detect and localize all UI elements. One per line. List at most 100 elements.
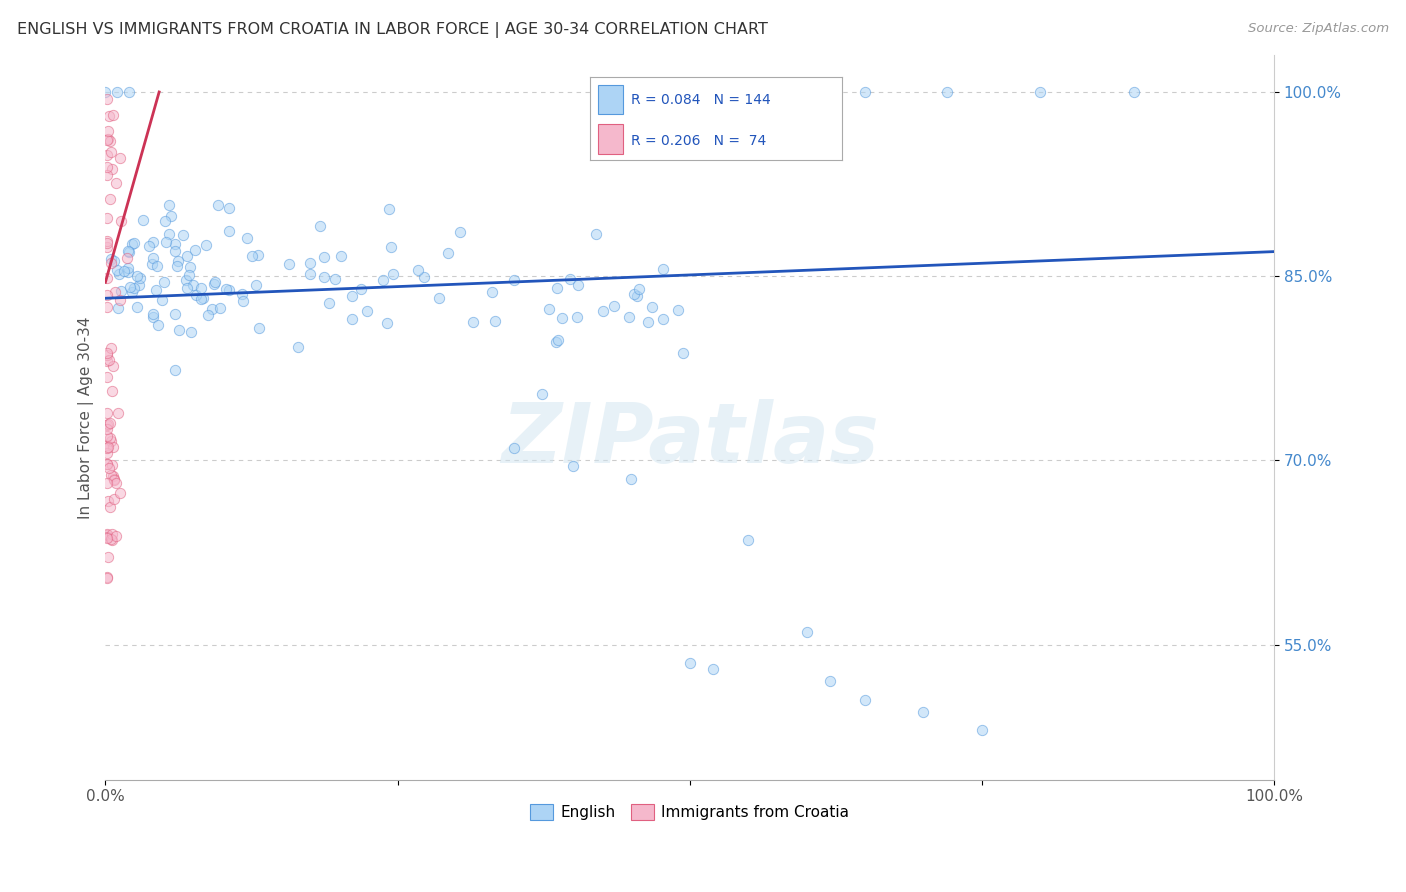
Point (190, 280, 212, 294)
Point (167, 323, 190, 337)
Point (247, 247, 270, 261)
Point (96, 528, 118, 542)
Point (602, 299, 624, 313)
Point (672, 346, 695, 360)
Point (176, 249, 198, 263)
Point (970, 723, 993, 738)
Point (96, 570, 118, 584)
Point (96, 429, 118, 443)
Point (200, 301, 222, 316)
Point (96, 235, 118, 250)
Point (157, 227, 180, 242)
Point (100, 434, 122, 449)
Point (98, 416, 121, 430)
Point (129, 270, 152, 285)
Point (547, 333, 569, 347)
Point (215, 282, 238, 296)
Point (176, 281, 198, 295)
Point (146, 259, 169, 273)
Text: ENGLISH VS IMMIGRANTS FROM CROATIA IN LABOR FORCE | AGE 30-34 CORRELATION CHART: ENGLISH VS IMMIGRANTS FROM CROATIA IN LA… (17, 22, 768, 38)
Point (218, 283, 240, 297)
Text: ZIPatlas: ZIPatlas (501, 399, 879, 480)
Point (651, 312, 673, 326)
Point (561, 459, 583, 474)
Point (641, 300, 664, 314)
Point (935, 85, 957, 99)
Point (240, 249, 263, 263)
Point (177, 268, 200, 282)
Point (652, 262, 675, 277)
Point (484, 314, 506, 328)
Point (101, 359, 124, 373)
Point (98, 193, 121, 207)
Point (142, 307, 165, 321)
Point (96, 442, 118, 456)
Point (172, 227, 194, 242)
Point (737, 85, 759, 99)
Point (117, 244, 139, 259)
Point (103, 474, 125, 488)
Point (104, 475, 127, 490)
Point (101, 384, 124, 398)
Point (155, 235, 177, 250)
Point (96, 288, 118, 302)
Point (481, 285, 503, 300)
Point (96, 353, 118, 368)
Point (853, 693, 876, 707)
Point (619, 310, 641, 324)
Legend: English, Immigrants from Croatia: English, Immigrants from Croatia (524, 798, 856, 826)
Point (115, 252, 138, 266)
Point (679, 656, 702, 670)
Point (145, 283, 167, 297)
Point (314, 250, 336, 264)
Point (702, 662, 724, 676)
Point (96, 422, 118, 436)
Point (98, 431, 121, 445)
Point (627, 282, 650, 296)
Point (142, 310, 165, 324)
Point (550, 311, 572, 326)
Point (165, 244, 187, 258)
Point (96, 346, 118, 360)
Point (118, 280, 141, 294)
Point (96, 446, 118, 460)
Point (96, 531, 118, 545)
Point (152, 275, 174, 289)
Point (637, 316, 659, 330)
Point (531, 387, 554, 401)
Point (340, 289, 363, 303)
Point (101, 533, 124, 548)
Point (105, 85, 128, 99)
Point (96, 133, 118, 147)
Point (98, 461, 121, 475)
Point (110, 214, 132, 228)
Point (232, 294, 254, 309)
Point (329, 249, 352, 263)
Point (124, 281, 146, 295)
Point (96, 406, 118, 420)
Point (231, 287, 253, 301)
Point (620, 472, 643, 486)
Point (96, 457, 118, 471)
Point (97, 549, 120, 564)
Point (100, 341, 122, 355)
Point (406, 263, 429, 277)
Point (340, 311, 363, 326)
Y-axis label: In Labor Force | Age 30-34: In Labor Force | Age 30-34 (79, 316, 94, 518)
Point (146, 318, 169, 333)
Point (96, 348, 118, 362)
Point (96, 369, 118, 384)
Point (124, 236, 146, 251)
Point (197, 308, 219, 322)
Point (309, 219, 332, 233)
Point (100, 256, 122, 270)
Point (166, 260, 188, 274)
Point (101, 162, 124, 177)
Point (567, 277, 589, 292)
Point (427, 291, 450, 305)
Point (585, 227, 607, 241)
Point (565, 310, 588, 324)
Point (104, 285, 127, 299)
Point (184, 288, 207, 302)
Point (312, 269, 335, 284)
